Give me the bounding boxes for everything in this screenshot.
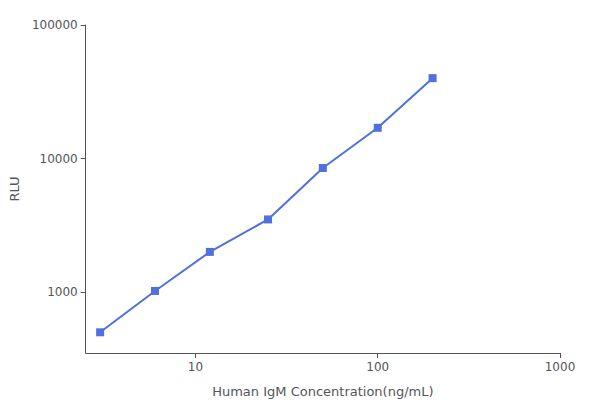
svg-text:RLU: RLU: [7, 176, 22, 201]
svg-text:100000: 100000: [32, 18, 78, 32]
svg-text:Human IgM Concentration(ng/mL): Human IgM Concentration(ng/mL): [212, 384, 433, 399]
svg-text:1000: 1000: [545, 360, 576, 374]
svg-text:10000: 10000: [40, 152, 78, 166]
svg-text:100: 100: [366, 360, 389, 374]
svg-text:1000: 1000: [47, 285, 78, 299]
svg-text:10: 10: [188, 360, 203, 374]
